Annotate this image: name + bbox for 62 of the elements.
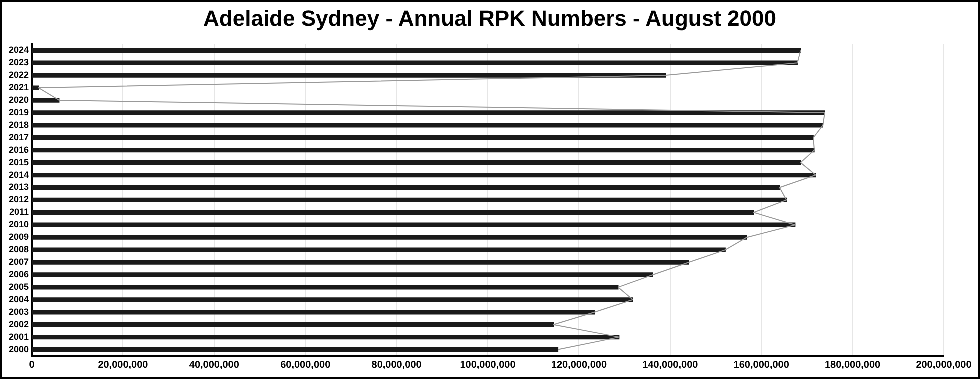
bar — [32, 298, 634, 302]
y-tick-label: 2018 — [8, 120, 30, 130]
x-tick-label: 140,000,000 — [642, 360, 699, 371]
y-tick-label: 2003 — [8, 306, 30, 317]
y-tick-label: 2010 — [8, 220, 30, 230]
x-tick-label: 120,000,000 — [551, 360, 608, 371]
bar — [32, 148, 815, 153]
y-tick-label: 2004 — [8, 294, 30, 304]
bar — [32, 123, 824, 128]
bar — [32, 222, 796, 228]
x-tick-label: 0 — [29, 360, 36, 371]
y-tick-label: 2023 — [8, 58, 30, 68]
y-tick-label: 2013 — [8, 182, 30, 192]
bar — [32, 73, 666, 78]
y-tick-label: 2021 — [8, 82, 30, 93]
x-tick-label: 80,000,000 — [372, 360, 422, 371]
x-tick-label: 60,000,000 — [280, 360, 332, 371]
bar — [32, 248, 726, 252]
bar — [32, 235, 748, 240]
bar — [32, 347, 559, 352]
bar — [32, 60, 798, 66]
x-tick-label: 160,000,000 — [734, 360, 790, 371]
bar — [32, 86, 40, 90]
y-tick-label: 2024 — [8, 45, 30, 56]
y-tick-label: 2006 — [8, 269, 30, 280]
y-tick-label: 2012 — [8, 194, 30, 205]
bar — [32, 210, 754, 215]
y-tick-label: 2009 — [8, 232, 30, 242]
bar — [32, 310, 596, 315]
y-tick-label: 2008 — [8, 244, 30, 255]
x-tick-label: 20,000,000 — [98, 360, 149, 371]
bar — [32, 260, 690, 265]
bar — [32, 98, 60, 103]
bar — [32, 136, 814, 140]
bar — [32, 110, 826, 116]
bar — [32, 198, 788, 203]
y-tick-label: 2019 — [8, 107, 30, 118]
x-tick-label: 100,000,000 — [460, 360, 516, 371]
bar — [32, 285, 619, 290]
y-tick-label: 2002 — [8, 319, 30, 330]
x-tick-label: 200,000,000 — [916, 360, 972, 371]
bar — [32, 334, 620, 340]
y-tick-label: 2015 — [8, 157, 30, 168]
y-tick-label: 2022 — [8, 70, 30, 80]
y-tick-label: 2007 — [8, 257, 30, 268]
bar — [32, 322, 554, 328]
bar — [32, 272, 654, 278]
x-tick-label: 180,000,000 — [824, 360, 882, 371]
bar — [32, 172, 816, 178]
y-tick-label: 2016 — [8, 144, 30, 155]
y-tick-label: 2020 — [8, 94, 30, 105]
y-tick-label: 2001 — [8, 332, 30, 342]
bar — [32, 48, 802, 53]
y-tick-label: 2014 — [8, 170, 30, 180]
bar — [32, 185, 780, 190]
y-tick-label: 2017 — [8, 132, 30, 142]
bar — [32, 160, 802, 166]
chart-title: Adelaide Sydney - Annual RPK Numbers - August 2000 — [202, 6, 778, 32]
x-tick-label: 40,000,000 — [189, 360, 240, 371]
y-tick-label: 2011 — [9, 207, 30, 218]
y-tick-label: 2005 — [8, 282, 30, 292]
y-tick-label: 2000 — [8, 344, 30, 354]
